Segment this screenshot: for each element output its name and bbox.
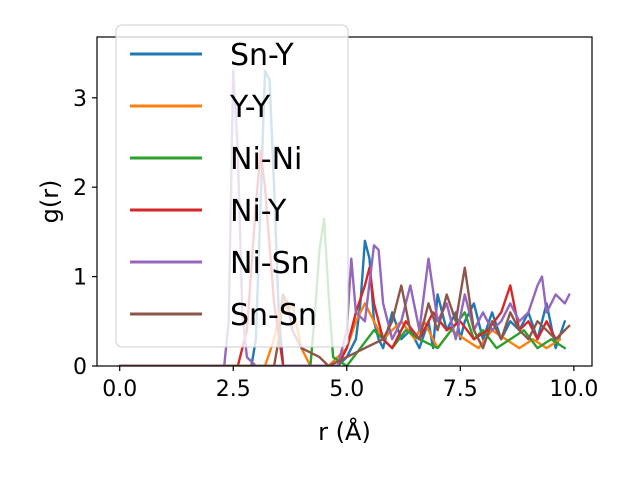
x-tick-label: 10.0 bbox=[549, 377, 598, 402]
legend: Sn-Y Y-Y Ni-Ni Ni-Y Ni-Sn Sn-Sn bbox=[115, 24, 349, 348]
y-tick-label: 3 bbox=[73, 87, 87, 112]
x-axis-ticks: 0.0 2.5 5.0 7.5 10.0 bbox=[102, 366, 598, 402]
legend-label: Ni-Sn bbox=[230, 246, 310, 281]
y-tick-label: 1 bbox=[73, 266, 87, 291]
x-axis-label: r (Å) bbox=[318, 417, 371, 446]
x-tick-label: 5.0 bbox=[329, 377, 364, 402]
series-line-ni-sn bbox=[118, 69, 571, 366]
legend-label: Y-Y bbox=[229, 90, 271, 125]
x-tick-label: 7.5 bbox=[443, 377, 478, 402]
legend-label: Ni-Ni bbox=[230, 142, 302, 177]
legend-label: Sn-Y bbox=[230, 38, 294, 73]
x-tick-label: 2.5 bbox=[216, 377, 251, 402]
legend-label: Sn-Sn bbox=[230, 298, 317, 333]
y-tick-label: 2 bbox=[73, 176, 87, 201]
legend-label: Ni-Y bbox=[230, 194, 287, 229]
x-tick-label: 0.0 bbox=[102, 377, 137, 402]
y-axis-ticks: 0 1 2 3 bbox=[73, 87, 97, 380]
y-tick-label: 0 bbox=[73, 355, 87, 380]
y-axis-label: g(r) bbox=[36, 180, 64, 224]
